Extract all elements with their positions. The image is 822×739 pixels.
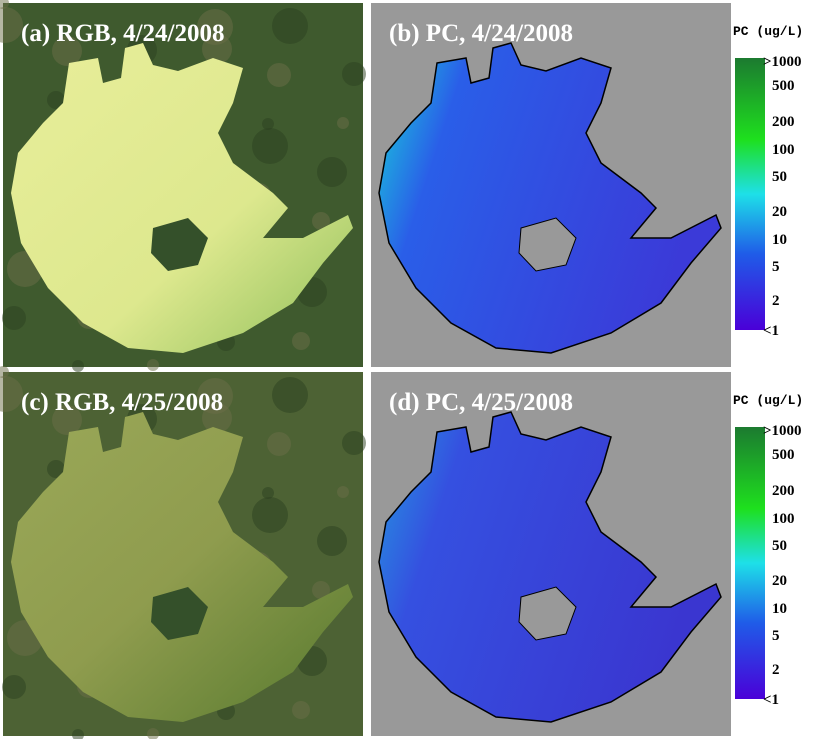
panels: (a) RGB, 4/24/2008 (b) PC, 4/24/2008 (c) R… (0, 0, 803, 739)
land-texture (72, 729, 84, 739)
colorbar-gradient (735, 427, 765, 699)
colorbar-label: 500 (772, 447, 795, 463)
land-texture (202, 403, 232, 433)
land-texture (292, 701, 310, 719)
land-texture (52, 405, 82, 435)
colorbar-label: 20 (772, 573, 787, 589)
land-texture (2, 675, 26, 699)
land-texture (47, 91, 65, 109)
land-texture (262, 118, 274, 130)
land-texture (267, 63, 291, 87)
colorbar-label: 100 (772, 142, 795, 158)
colorbar-label: 20 (772, 204, 787, 220)
colorbar: PC (ug/L) >1000 500 200 100 50 20 10 5 2 <1 (733, 24, 803, 339)
panel: (d) PC, 4/25/2008 (371, 372, 731, 736)
colorbar-label: 50 (772, 538, 787, 554)
land-texture (0, 0, 9, 9)
panel-title: (c) RGB, 4/25/2008 (21, 389, 223, 416)
land-texture (337, 117, 349, 129)
panel-title: (d) PC, 4/25/2008 (389, 389, 573, 416)
colorbar-label: >1000 (763, 54, 802, 70)
panel: (b) PC, 4/24/2008 (371, 3, 731, 367)
land-texture (272, 377, 308, 413)
colorbar-label: 500 (772, 78, 795, 94)
land-texture (312, 581, 330, 599)
colorbar-title: PC (ug/L) (733, 393, 803, 408)
land-texture (52, 36, 82, 66)
colorbar-title: PC (ug/L) (733, 24, 803, 39)
colorbar-label: 10 (772, 232, 787, 248)
colorbar-label: >1000 (763, 423, 802, 439)
land-texture (317, 526, 347, 556)
panel-title: (b) PC, 4/24/2008 (389, 20, 573, 47)
colorbar-label: 2 (772, 293, 780, 309)
land-texture (2, 306, 26, 330)
colorbar-label: 2 (772, 662, 780, 678)
land-texture (0, 366, 9, 378)
land-texture (252, 128, 288, 164)
land-texture (252, 497, 288, 533)
colorbar-label: <1 (763, 692, 779, 708)
land-texture (147, 359, 159, 371)
panel: (a) RGB, 4/24/2008 (0, 0, 366, 372)
land-texture (202, 34, 232, 64)
land-texture (267, 432, 291, 456)
land-texture (262, 487, 274, 499)
colorbar-gradient (735, 58, 765, 330)
land-texture (317, 157, 347, 187)
land-texture (337, 486, 349, 498)
land-texture (47, 460, 65, 478)
land-texture (0, 7, 23, 43)
colorbar-label: 5 (772, 259, 780, 275)
panel-title: (a) RGB, 4/24/2008 (21, 20, 224, 47)
land-texture (0, 376, 23, 412)
land-texture (342, 431, 366, 455)
land-texture (342, 62, 366, 86)
colorbar: PC (ug/L) >1000 500 200 100 50 20 10 5 2 <1 (733, 393, 803, 708)
land-texture (72, 360, 84, 372)
colorbar-label: 200 (772, 483, 795, 499)
colorbar-label: <1 (763, 323, 779, 339)
land-texture (272, 8, 308, 44)
colorbar-label: 100 (772, 511, 795, 527)
colorbar-label: 200 (772, 114, 795, 130)
land-texture (312, 212, 330, 230)
land-texture (147, 728, 159, 739)
colorbar-label: 50 (772, 169, 787, 185)
panel: (c) RGB, 4/25/2008 (0, 366, 366, 739)
colorbar-label: 10 (772, 601, 787, 617)
colorbar-label: 5 (772, 628, 780, 644)
land-texture (292, 332, 310, 350)
